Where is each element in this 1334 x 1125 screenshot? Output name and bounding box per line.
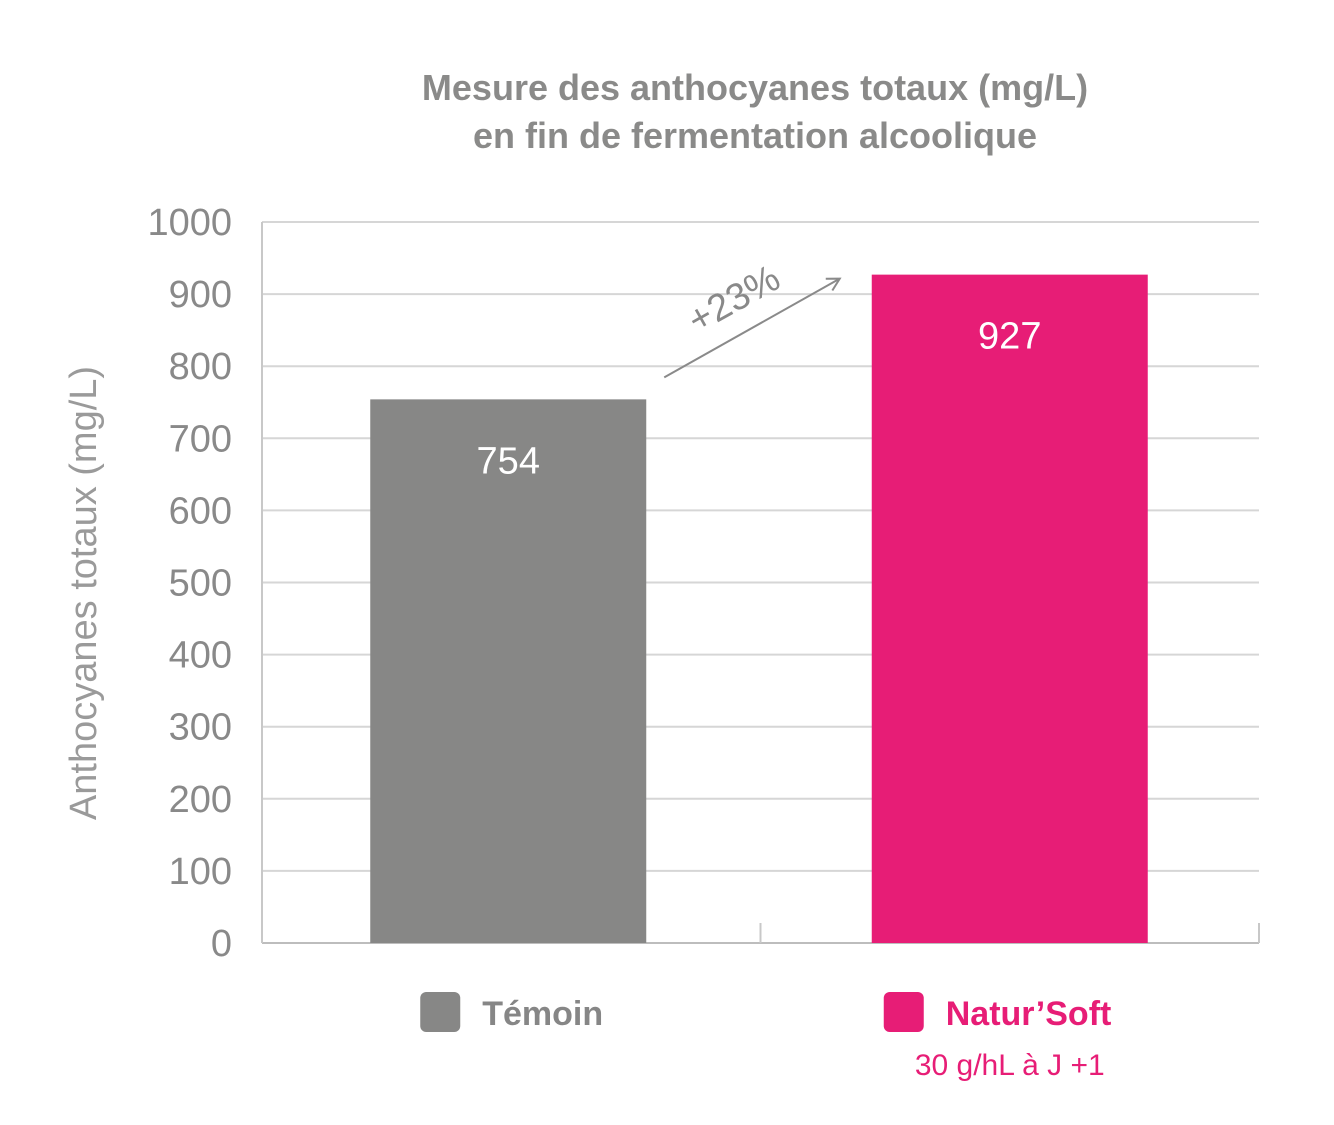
legend: Témoin Natur’Soft 30 g/hL à J +1 [420,992,1111,1082]
legend-label: Témoin [482,995,603,1033]
legend-entry: Témoin [420,992,603,1033]
legend-swatch [420,992,461,1032]
y-tick-label: 700 [169,418,232,460]
y-axis-label: Anthocyanes totaux (mg/L) [63,366,105,820]
legend-label: Natur’Soft [946,995,1112,1033]
y-tick-label: 1000 [147,202,232,244]
legend-sublabel: 30 g/hL à J +1 [915,1049,1105,1082]
bar-value-label: 754 [477,440,540,482]
y-tick-label: 800 [169,346,232,388]
chart-title-line-2: en fin de fermentation alcoolique [473,115,1037,156]
annotation-arrow-head [825,277,842,292]
y-tick-label: 500 [169,563,232,605]
y-tick-label: 0 [211,923,232,965]
y-tick-label: 300 [169,707,232,749]
bars: 754 927 [370,274,1148,944]
legend-swatch [883,992,924,1032]
bar-value-label: 927 [978,316,1041,358]
y-tick-label: 900 [169,274,232,316]
growth-annotation: +23% [663,257,842,379]
legend-entry: Natur’Soft 30 g/hL à J +1 [883,992,1112,1082]
y-axis-ticks: 0 100 200 300 400 500 600 700 800 900 1000 [147,202,232,965]
y-tick-label: 400 [169,635,232,677]
chart-title-line-1: Mesure des anthocyanes totaux (mg/L) [422,67,1088,108]
bar-natursoft [871,274,1148,943]
y-tick-label: 600 [169,490,232,532]
annotation-label: +23% [681,257,787,342]
y-tick-label: 200 [169,779,232,821]
bar-temoin [370,399,647,944]
annotation-arrow-line [663,277,841,379]
y-tick-label: 100 [169,851,232,893]
